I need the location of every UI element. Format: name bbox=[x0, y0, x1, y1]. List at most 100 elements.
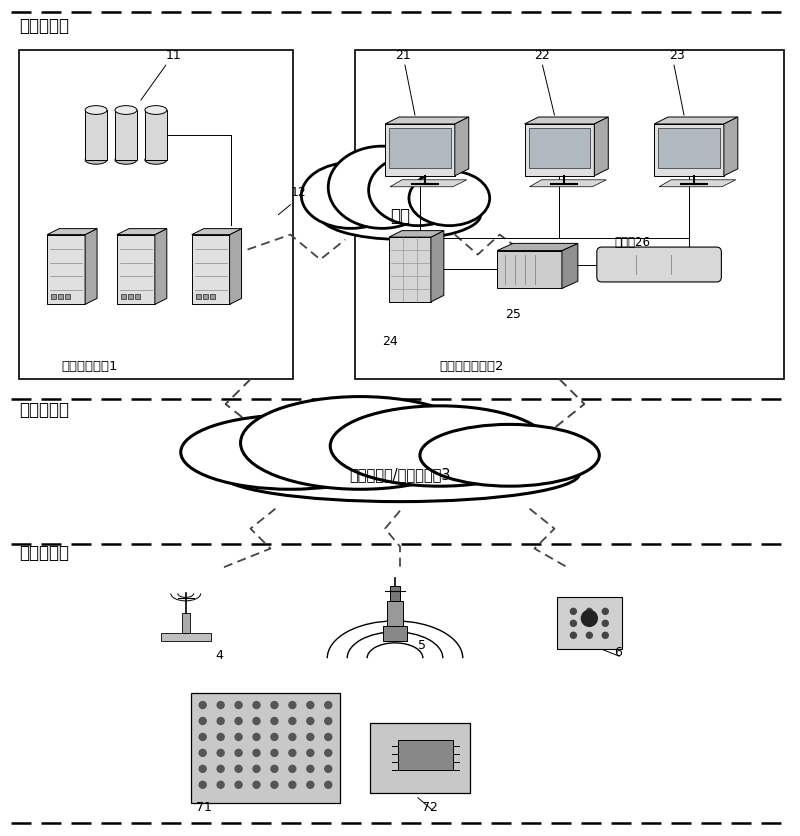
Circle shape bbox=[289, 701, 296, 709]
Polygon shape bbox=[155, 229, 167, 305]
Text: 数据应用层: 数据应用层 bbox=[19, 18, 70, 35]
Circle shape bbox=[307, 766, 314, 772]
Text: 24: 24 bbox=[382, 335, 398, 348]
Bar bbox=[389, 129, 451, 169]
Circle shape bbox=[307, 782, 314, 788]
Circle shape bbox=[570, 620, 576, 626]
Text: 21: 21 bbox=[395, 49, 410, 62]
Circle shape bbox=[307, 750, 314, 757]
Ellipse shape bbox=[420, 425, 599, 487]
Circle shape bbox=[325, 733, 332, 741]
Ellipse shape bbox=[85, 156, 107, 165]
Polygon shape bbox=[497, 244, 578, 252]
Circle shape bbox=[235, 782, 242, 788]
Ellipse shape bbox=[115, 156, 137, 165]
Circle shape bbox=[570, 633, 576, 639]
Polygon shape bbox=[85, 229, 97, 305]
Circle shape bbox=[235, 717, 242, 725]
Circle shape bbox=[199, 766, 206, 772]
Circle shape bbox=[235, 750, 242, 757]
Ellipse shape bbox=[85, 106, 107, 115]
Circle shape bbox=[271, 733, 278, 741]
Polygon shape bbox=[594, 118, 608, 176]
Bar bbox=[128, 295, 133, 300]
Text: 11: 11 bbox=[166, 49, 182, 62]
Bar bbox=[58, 295, 63, 300]
Bar bbox=[387, 602, 403, 626]
Circle shape bbox=[582, 610, 598, 626]
Bar bbox=[654, 125, 724, 176]
Ellipse shape bbox=[221, 446, 579, 502]
Circle shape bbox=[199, 750, 206, 757]
Ellipse shape bbox=[369, 155, 467, 227]
Polygon shape bbox=[117, 229, 167, 235]
Circle shape bbox=[199, 717, 206, 725]
Circle shape bbox=[325, 717, 332, 725]
Circle shape bbox=[307, 733, 314, 741]
Text: 无线通信和/或有线网络3: 无线通信和/或有线网络3 bbox=[350, 466, 450, 482]
Circle shape bbox=[217, 701, 224, 709]
Text: 数据采集层: 数据采集层 bbox=[19, 543, 70, 561]
Circle shape bbox=[199, 782, 206, 788]
Circle shape bbox=[217, 733, 224, 741]
Ellipse shape bbox=[181, 415, 400, 490]
Bar bbox=[47, 235, 85, 305]
Circle shape bbox=[271, 701, 278, 709]
Polygon shape bbox=[390, 181, 466, 187]
Polygon shape bbox=[385, 118, 469, 125]
Bar bbox=[202, 295, 208, 300]
Bar bbox=[19, 51, 294, 380]
Text: 4: 4 bbox=[216, 649, 223, 661]
Circle shape bbox=[217, 750, 224, 757]
Polygon shape bbox=[525, 118, 608, 125]
Text: 71: 71 bbox=[196, 800, 211, 813]
Bar bbox=[390, 587, 400, 602]
Circle shape bbox=[289, 717, 296, 725]
Bar bbox=[355, 51, 784, 380]
Polygon shape bbox=[455, 118, 469, 176]
Bar bbox=[117, 235, 155, 305]
Bar bbox=[398, 740, 453, 770]
Circle shape bbox=[253, 782, 260, 788]
Circle shape bbox=[235, 733, 242, 741]
FancyBboxPatch shape bbox=[597, 247, 722, 283]
Bar bbox=[182, 614, 190, 634]
Circle shape bbox=[307, 701, 314, 709]
Bar bbox=[497, 252, 562, 289]
Circle shape bbox=[271, 750, 278, 757]
Ellipse shape bbox=[409, 171, 490, 227]
Circle shape bbox=[586, 609, 592, 614]
Polygon shape bbox=[659, 181, 736, 187]
Circle shape bbox=[289, 766, 296, 772]
Polygon shape bbox=[562, 244, 578, 289]
Circle shape bbox=[271, 717, 278, 725]
Circle shape bbox=[586, 633, 592, 639]
Polygon shape bbox=[431, 232, 444, 303]
Ellipse shape bbox=[328, 147, 436, 229]
Polygon shape bbox=[530, 181, 606, 187]
Text: 网络: 网络 bbox=[390, 206, 410, 224]
Polygon shape bbox=[47, 229, 97, 235]
Text: 22: 22 bbox=[534, 49, 550, 62]
Text: 6: 6 bbox=[614, 645, 622, 659]
Ellipse shape bbox=[145, 156, 167, 165]
Bar bbox=[161, 634, 210, 641]
Ellipse shape bbox=[302, 163, 400, 229]
Circle shape bbox=[271, 782, 278, 788]
Circle shape bbox=[289, 782, 296, 788]
Text: 25: 25 bbox=[505, 308, 521, 321]
Bar bbox=[145, 111, 167, 161]
Circle shape bbox=[217, 717, 224, 725]
Circle shape bbox=[199, 733, 206, 741]
Circle shape bbox=[253, 733, 260, 741]
Polygon shape bbox=[724, 118, 738, 176]
Circle shape bbox=[253, 766, 260, 772]
Bar bbox=[51, 295, 56, 300]
Bar bbox=[115, 111, 137, 161]
Text: 系统应用平台1: 系统应用平台1 bbox=[61, 359, 118, 373]
Text: 23: 23 bbox=[669, 49, 685, 62]
Bar bbox=[121, 295, 126, 300]
Ellipse shape bbox=[330, 406, 550, 487]
Bar bbox=[529, 129, 590, 169]
Bar bbox=[385, 125, 455, 176]
